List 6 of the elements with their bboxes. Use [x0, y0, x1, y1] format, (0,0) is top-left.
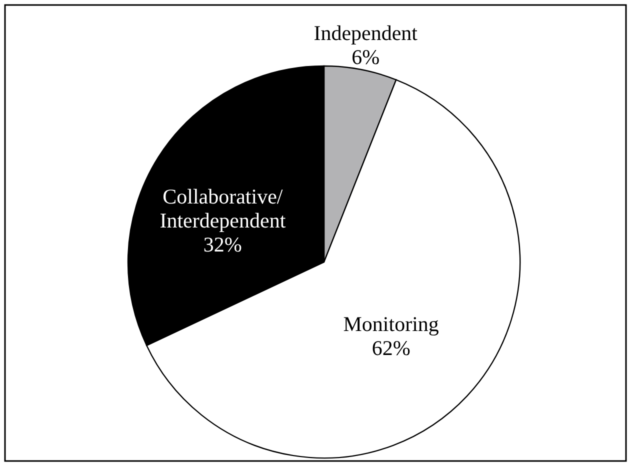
slice-label: Collaborative/Interdependent — [160, 184, 286, 233]
slice-label: Monitoring — [343, 312, 440, 336]
data-label: 32% — [203, 232, 242, 257]
data-label: 6% — [352, 44, 380, 69]
slice-label: Independent — [314, 20, 418, 45]
data-label: 62% — [372, 336, 410, 360]
